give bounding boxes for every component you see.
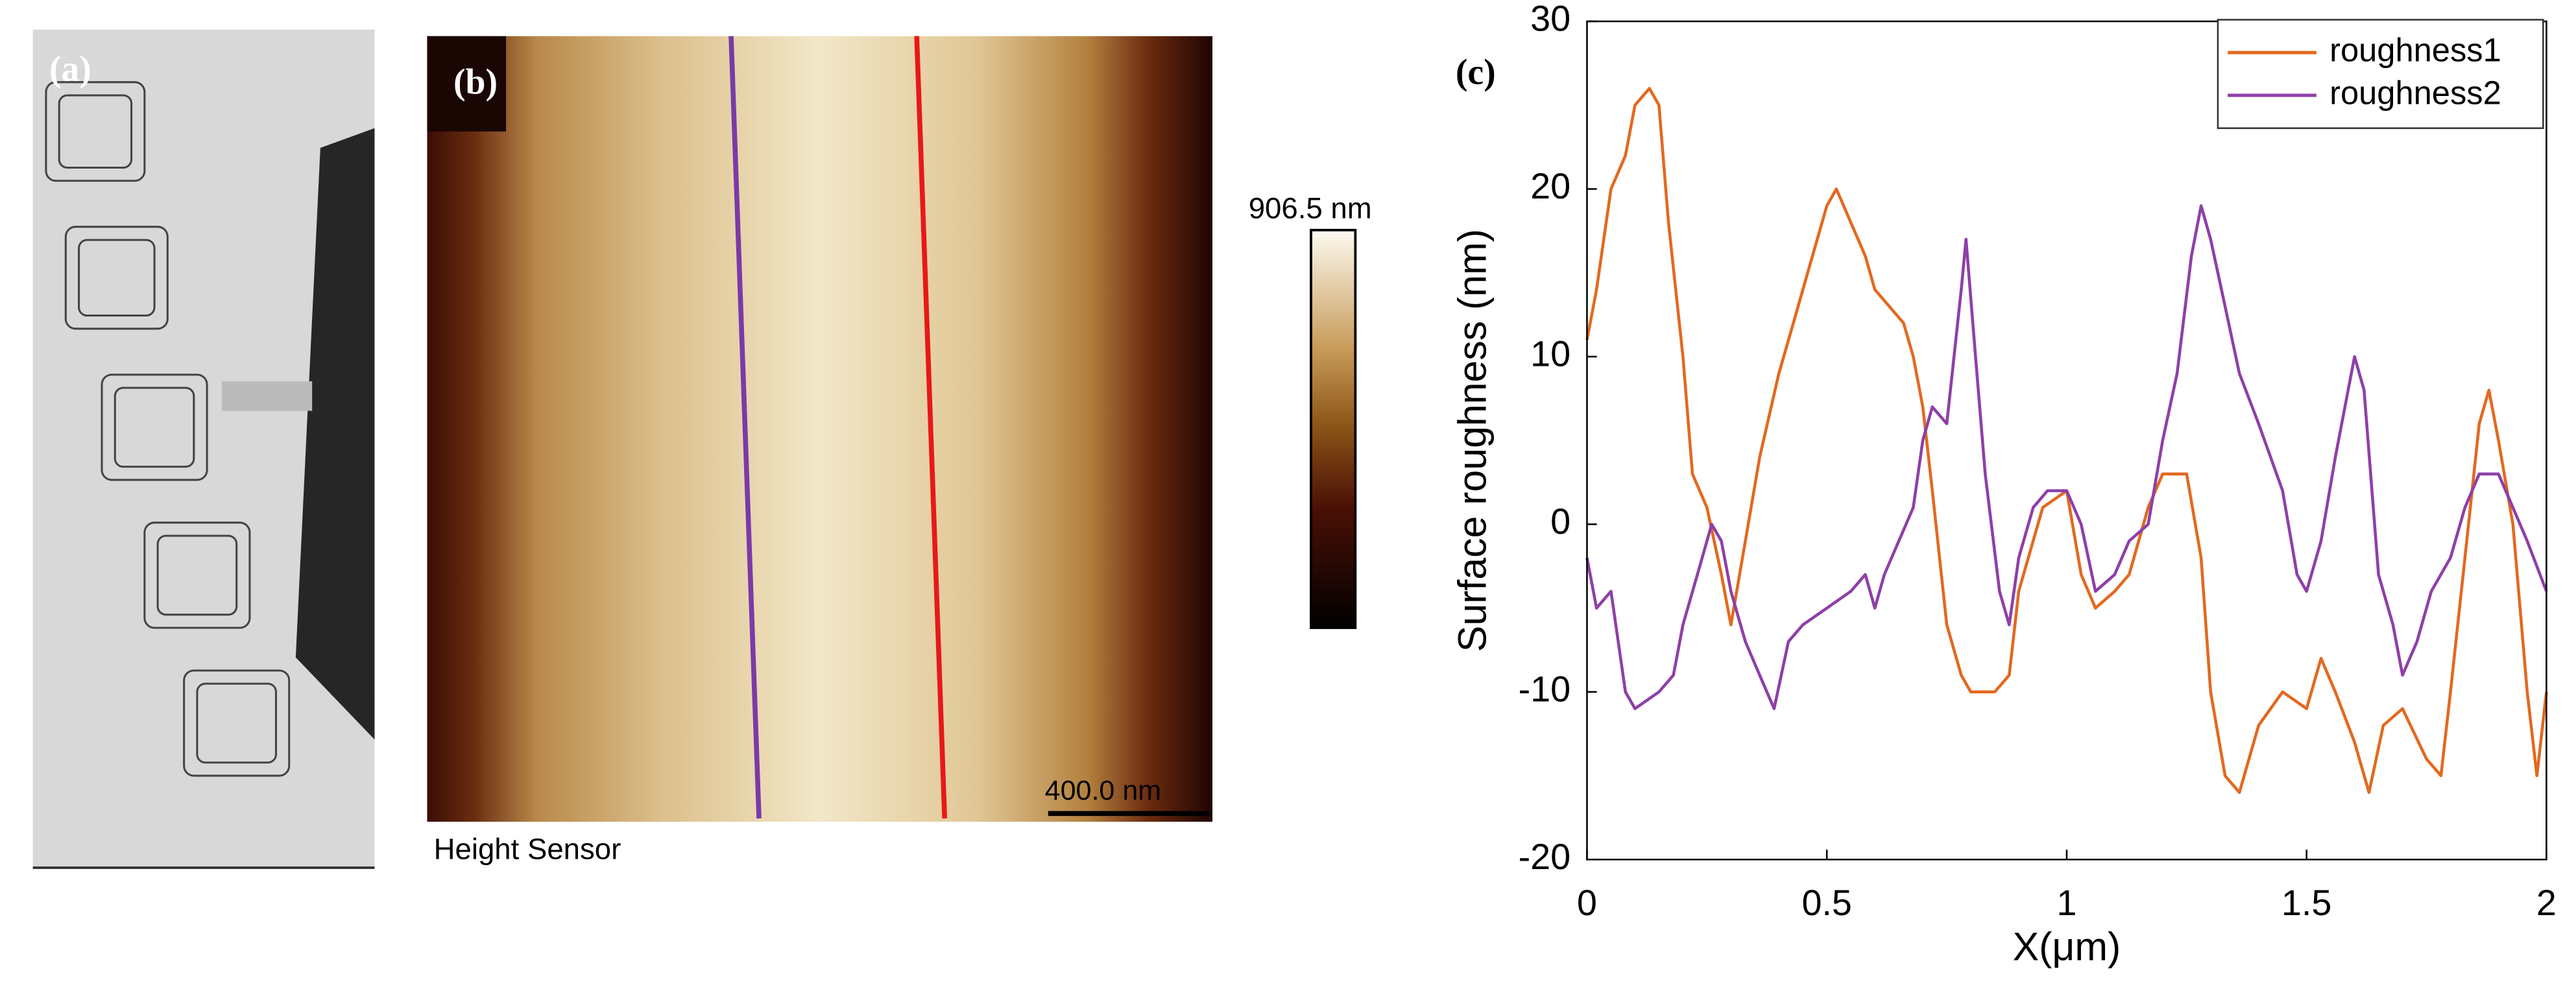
panel-a: (a) xyxy=(32,29,375,869)
panel-label: (c) xyxy=(1456,52,1496,92)
y-tick-label: 30 xyxy=(1530,0,1571,39)
label-bg xyxy=(427,36,507,132)
data-line xyxy=(1585,204,2548,710)
afm-image xyxy=(427,36,1213,822)
y-tick-label: -20 xyxy=(1519,837,1571,877)
x-tick-label: 0.5 xyxy=(1801,883,1851,923)
x-tick-label: 2 xyxy=(2536,883,2557,923)
x-tick-label: 1 xyxy=(2056,883,2076,923)
panel-label: (a) xyxy=(49,49,91,89)
data-line xyxy=(1585,87,2548,794)
panel-label: (b) xyxy=(453,62,498,102)
legend-label: roughness1 xyxy=(2329,31,2501,68)
probe xyxy=(295,128,375,740)
y-tick-label: -10 xyxy=(1519,669,1571,710)
axes-frame xyxy=(1586,20,2547,861)
scale-bar-label: 400.0 nm xyxy=(1045,775,1161,806)
tip xyxy=(221,381,313,411)
colorbar-label: 906.5 nm xyxy=(1249,191,1372,224)
legend-label: roughness2 xyxy=(2329,74,2501,111)
x-axis-label: X(μm) xyxy=(2013,925,2121,969)
profile-line xyxy=(728,36,762,819)
image-caption: Height Sensor xyxy=(434,833,621,866)
panel-b: 400.0 nm Height Sensor (b) 906.5 nm xyxy=(427,36,1372,866)
legend-box xyxy=(2217,19,2544,129)
y-tick-label: 20 xyxy=(1530,166,1571,206)
y-axis-label: Surface roughness (nm) xyxy=(1450,229,1494,652)
profile-line xyxy=(914,36,947,819)
y-tick-label: 10 xyxy=(1530,334,1571,374)
colorbar xyxy=(1310,228,1357,629)
x-tick-label: 0 xyxy=(1577,883,1597,923)
coils xyxy=(45,81,291,777)
y-tick-label: 0 xyxy=(1550,501,1571,542)
x-tick-label: 1.5 xyxy=(2281,883,2331,923)
plot-area xyxy=(1587,21,2547,860)
panel-c: -20 -10 0 10 20 30 0 0.5 1 1.5 2 X(μm) Surface rough… xyxy=(1450,0,2557,969)
